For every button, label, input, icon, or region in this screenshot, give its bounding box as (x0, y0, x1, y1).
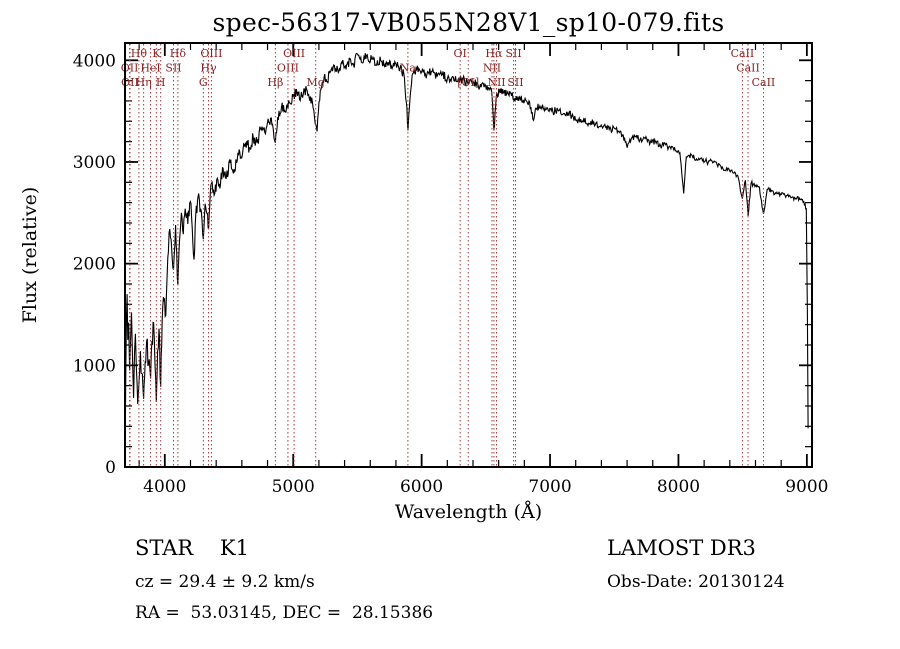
spectral-line-label: HeI (140, 62, 160, 75)
spectral-line-label: NII (483, 62, 501, 75)
y-axis-title: Flux (relative) (19, 186, 41, 324)
y-axis-tick-label: 1000 (73, 356, 116, 376)
x-axis-tick-label: 6000 (400, 477, 443, 497)
spectral-line-label: SII (165, 62, 181, 75)
spectral-line-label: K (152, 47, 161, 60)
x-axis-tick-label: 8000 (657, 477, 700, 497)
y-axis-tick-label: 0 (105, 458, 116, 478)
plot-frame (124, 42, 813, 468)
spectral-line-label: CaII (731, 47, 755, 60)
spectral-line-label: G (199, 76, 208, 89)
x-axis-title: Wavelength (Å) (394, 501, 543, 523)
y-axis-tick-label: 2000 (73, 255, 116, 275)
x-axis-tick-label: 4000 (143, 477, 186, 497)
spectral-line-label: Hη (136, 76, 152, 89)
cz-value-label: cz = 29.4 ± 9.2 km/s (135, 572, 315, 592)
x-axis-tick-label: 5000 (272, 477, 315, 497)
spectral-line-label: OIII (283, 47, 305, 60)
spectral-line-label: SII (505, 47, 521, 60)
spectral-line-label: OIII (277, 62, 299, 75)
x-axis-tick-label: 9000 (785, 477, 828, 497)
spectrum-line (125, 52, 809, 459)
spectral-line-label: Hβ (267, 76, 283, 89)
spectral-line-label: CaII (752, 76, 776, 89)
spectral-line-label: [OI] (457, 76, 479, 89)
obs-date-label: Obs-Date: 20130124 (607, 572, 785, 592)
spectral-line-label: OIII (200, 47, 222, 60)
spectral-line-label: Mg (307, 76, 325, 89)
spectral-line-label: CaII (736, 62, 760, 75)
spectral-line-label: Hα (485, 47, 503, 60)
y-axis-tick-label: 3000 (73, 153, 116, 173)
object-class-label: STAR K1 (135, 536, 249, 560)
coordinates-label: RA = 53.03145, DEC = 28.15386 (135, 603, 434, 623)
survey-release-label: LAMOST DR3 (607, 536, 756, 560)
y-axis-tick-label: 4000 (73, 51, 116, 71)
plot-title: spec-56317-VB055N28V1_sp10-079.fits (212, 8, 725, 37)
spectral-line-label: Na (400, 62, 417, 75)
spectral-line-label: Hθ (131, 47, 148, 60)
spectral-line-label: Hγ (200, 62, 217, 75)
spectral-line-label: OI (453, 47, 466, 60)
spectral-line-label: Hδ (170, 47, 187, 60)
spectral-line-label: NII (487, 76, 505, 89)
spectral-line-label: H (156, 76, 166, 89)
x-axis-tick-label: 7000 (528, 477, 571, 497)
spectral-line-label: SII (507, 76, 523, 89)
